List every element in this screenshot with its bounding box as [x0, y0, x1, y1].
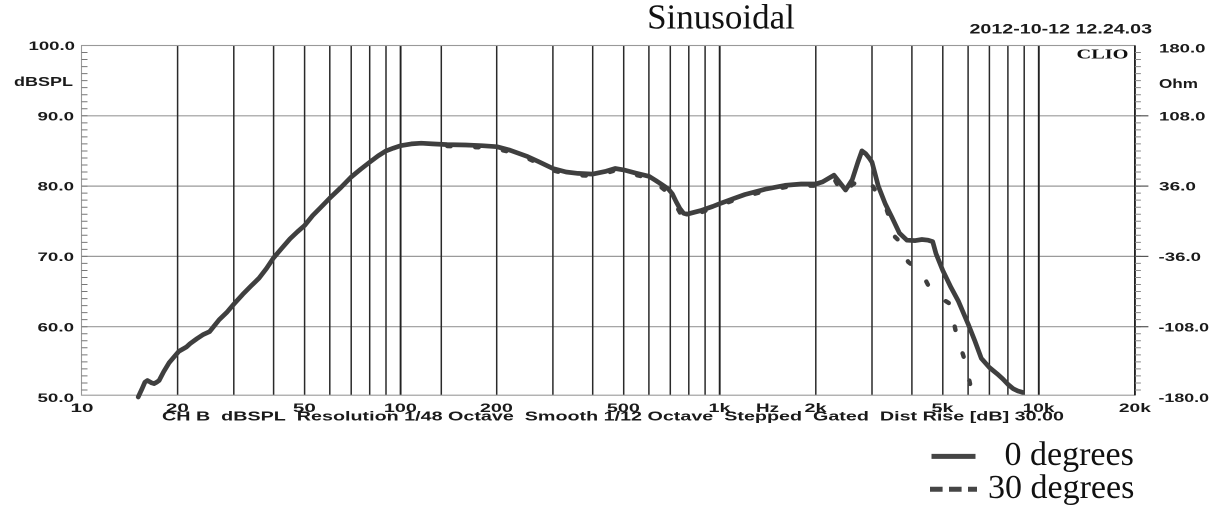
svg-text:100.0: 100.0 — [29, 39, 76, 53]
svg-text:20k: 20k — [1119, 401, 1152, 415]
svg-text:30 degrees: 30 degrees — [988, 469, 1134, 506]
svg-text:500: 500 — [607, 401, 641, 415]
svg-text:dBSPL: dBSPL — [14, 75, 74, 89]
svg-text:Ohm: Ohm — [1159, 77, 1198, 91]
svg-text:90.0: 90.0 — [38, 110, 75, 124]
svg-text:2012-10-12 12.24.03: 2012-10-12 12.24.03 — [970, 22, 1153, 37]
svg-text:1k: 1k — [709, 401, 732, 415]
svg-text:20: 20 — [166, 401, 190, 415]
svg-text:100: 100 — [384, 401, 418, 415]
svg-text:50.0: 50.0 — [38, 391, 75, 405]
svg-text:10: 10 — [71, 401, 95, 415]
svg-text:CLIO: CLIO — [1077, 46, 1129, 61]
svg-text:108.0: 108.0 — [1159, 110, 1206, 124]
svg-text:0 degrees: 0 degrees — [1005, 436, 1134, 473]
svg-text:180.0: 180.0 — [1159, 42, 1206, 56]
svg-text:36.0: 36.0 — [1159, 180, 1197, 194]
svg-text:200: 200 — [480, 401, 514, 415]
svg-text:70.0: 70.0 — [38, 250, 75, 264]
svg-text:-36.0: -36.0 — [1159, 250, 1202, 264]
svg-text:2k: 2k — [805, 401, 828, 415]
svg-text:50: 50 — [293, 401, 317, 415]
svg-text:5k: 5k — [932, 401, 955, 415]
svg-text:10k: 10k — [1023, 401, 1056, 415]
svg-text:-108.0: -108.0 — [1159, 321, 1210, 335]
svg-text:-180.0: -180.0 — [1159, 391, 1210, 405]
svg-text:Hz: Hz — [756, 401, 779, 415]
svg-text:60.0: 60.0 — [38, 321, 75, 335]
svg-text:CH B dBSPL Resolution 1/48 O: CH B dBSPL Resolution 1/48 Octave Smooth… — [162, 410, 1064, 424]
svg-text:80.0: 80.0 — [38, 180, 75, 194]
svg-text:Sinusoidal: Sinusoidal — [647, 0, 795, 37]
